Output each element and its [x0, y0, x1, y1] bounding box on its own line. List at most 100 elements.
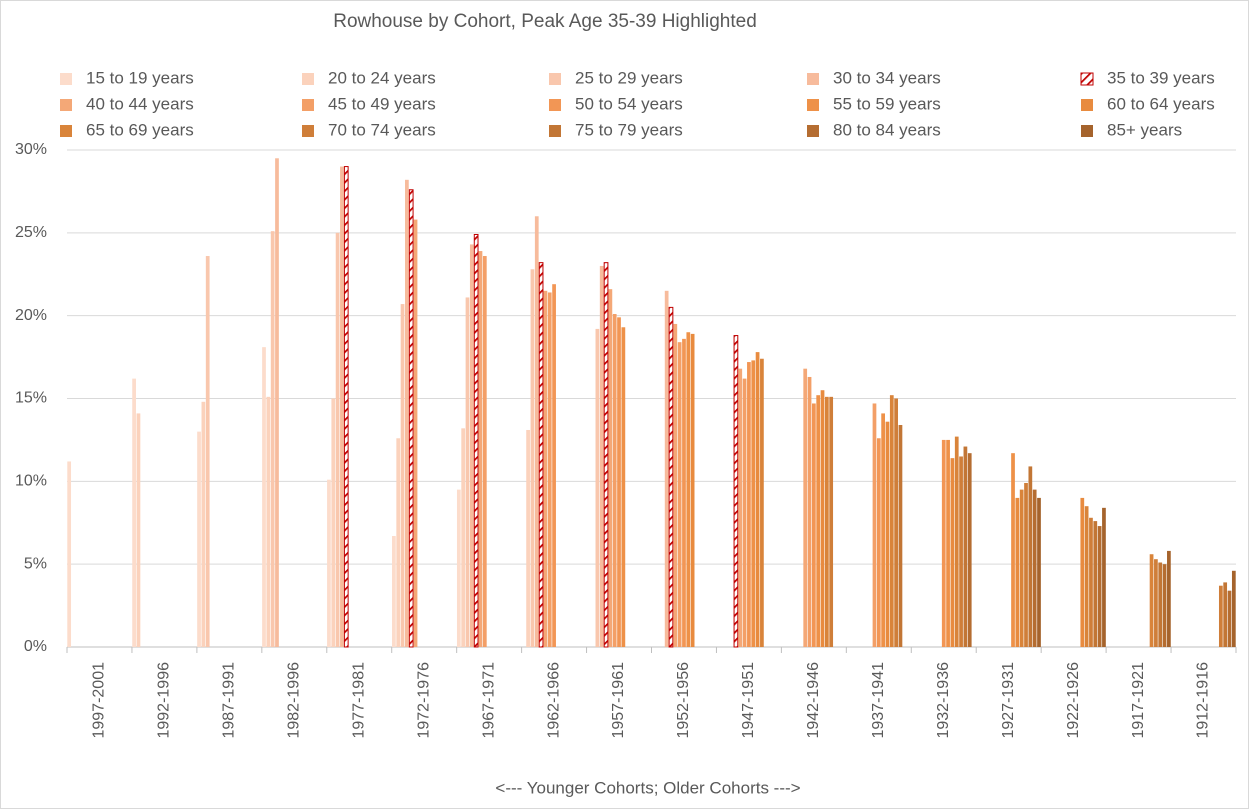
bar [1089, 517, 1093, 647]
legend-label: 15 to 19 years [86, 68, 194, 87]
bar [413, 219, 418, 647]
legend-label: 60 to 64 years [1107, 94, 1215, 113]
legend-label: 50 to 54 years [575, 94, 683, 113]
bar [1158, 562, 1163, 647]
legend-label: 20 to 24 years [328, 68, 436, 87]
bar [392, 536, 396, 647]
bar [275, 158, 279, 648]
bar [1093, 521, 1098, 647]
bar [876, 438, 881, 647]
bar [400, 304, 405, 647]
bar [898, 425, 903, 647]
bar [621, 327, 626, 647]
bar [967, 453, 972, 647]
bar [1149, 554, 1154, 647]
bar [946, 439, 950, 647]
bar [755, 352, 760, 647]
bar [959, 456, 963, 647]
bar [473, 233, 479, 648]
bar [950, 458, 955, 647]
legend-swatch [807, 73, 819, 85]
bar [677, 342, 682, 647]
y-tick-label: 20% [15, 307, 47, 324]
bar [885, 421, 890, 647]
chart-title: Rowhouse by Cohort, Peak Age 35-39 Highl… [333, 11, 757, 32]
bar [608, 289, 613, 647]
bar [478, 251, 483, 647]
x-tick-label: 1992-1996 [156, 662, 173, 739]
bar [1032, 489, 1037, 647]
bar [682, 338, 686, 647]
y-tick-label: 10% [15, 473, 47, 490]
x-tick-label: 1962-1966 [545, 662, 562, 739]
bar [1223, 582, 1228, 647]
bar [132, 378, 136, 647]
bar [889, 395, 894, 647]
bar [327, 479, 331, 647]
legend-label: 75 to 79 years [575, 120, 683, 139]
legend-swatch [549, 99, 561, 111]
legend-label: 70 to 74 years [328, 120, 436, 139]
bar [941, 439, 946, 647]
bar [205, 256, 210, 647]
legend-swatch [1080, 72, 1094, 86]
legend-label: 55 to 59 years [833, 94, 941, 113]
bar [811, 403, 816, 647]
x-tick-label: 1927-1931 [1000, 662, 1017, 739]
bar [1019, 489, 1024, 647]
x-tick-label: 1917-1921 [1130, 662, 1147, 739]
bar [136, 413, 141, 647]
bar [197, 431, 201, 647]
bar [461, 428, 466, 647]
x-tick-label: 1957-1961 [610, 662, 627, 739]
x-tick-label: 1942-1946 [805, 662, 822, 739]
y-tick-label: 0% [24, 638, 47, 655]
legend-label: 40 to 44 years [86, 94, 194, 113]
bar [954, 436, 959, 647]
x-tick-label: 1977-1981 [350, 662, 367, 739]
bar [1227, 590, 1232, 647]
bar [482, 256, 487, 647]
bar [1102, 507, 1106, 647]
bar [742, 378, 747, 647]
legend-swatch [549, 73, 561, 85]
bar [617, 317, 621, 647]
bar [396, 438, 401, 647]
bar [1024, 482, 1028, 647]
bar [469, 244, 474, 647]
bar [751, 360, 756, 647]
bar [270, 231, 275, 647]
bar [599, 265, 604, 647]
legend-label: 25 to 29 years [575, 68, 683, 87]
bar [67, 461, 72, 647]
bar [829, 396, 834, 647]
bar [824, 396, 829, 647]
bar [1011, 453, 1015, 647]
bar [894, 398, 898, 647]
bar [872, 403, 877, 647]
bar [408, 189, 414, 648]
bar [963, 446, 968, 647]
bar [820, 390, 825, 647]
x-tick-label: 1937-1941 [870, 662, 887, 739]
bar [1167, 550, 1171, 647]
bar [340, 166, 344, 648]
y-tick-label: 5% [24, 555, 47, 572]
bar [405, 179, 409, 647]
bar [343, 166, 349, 648]
bar [668, 306, 674, 648]
bar [552, 284, 556, 647]
legend-swatch [60, 73, 72, 85]
bar [1080, 497, 1085, 647]
bar [816, 395, 821, 647]
legend-swatch [807, 125, 819, 137]
bar [526, 429, 530, 647]
x-tick-label: 1912-1916 [1195, 662, 1212, 739]
legend-swatch [1081, 125, 1093, 137]
bar [1037, 497, 1041, 647]
bar [595, 328, 600, 647]
bar [733, 335, 739, 648]
bar [807, 376, 812, 647]
bar [673, 323, 678, 647]
